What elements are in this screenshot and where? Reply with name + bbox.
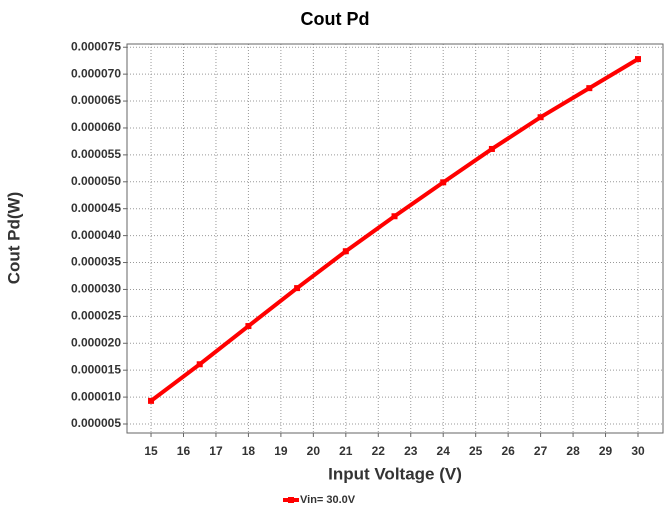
y-tick-label: 0.000075	[71, 39, 121, 53]
x-axis-label: Input Voltage (V)	[328, 464, 462, 483]
y-tick-label: 0.000055	[71, 147, 121, 161]
y-axis-label: Cout Pd(W)	[4, 192, 23, 285]
y-tick-label: 0.000015	[71, 362, 121, 376]
legend-label: Vin= 30.0V	[300, 494, 356, 506]
data-point	[196, 361, 203, 368]
data-point	[245, 323, 252, 330]
x-tick-label: 26	[501, 444, 515, 458]
x-tick-label: 15	[144, 444, 158, 458]
x-tick-label: 17	[209, 444, 223, 458]
y-tick-label: 0.000005	[71, 416, 121, 430]
x-tick-label: 19	[274, 444, 288, 458]
y-tick-label: 0.000050	[71, 174, 121, 188]
x-tick-label: 25	[469, 444, 483, 458]
x-tick-label: 23	[404, 444, 418, 458]
data-point	[440, 179, 447, 186]
x-tick-label: 18	[242, 444, 256, 458]
series-line	[149, 57, 640, 403]
y-tick-label: 0.000040	[71, 228, 121, 242]
x-tick-label: 28	[566, 444, 580, 458]
y-tick-label: 0.000030	[71, 282, 121, 296]
x-tick-label: 27	[534, 444, 548, 458]
data-point	[537, 114, 544, 121]
x-tick-label: 29	[599, 444, 613, 458]
x-tick-label: 20	[307, 444, 321, 458]
data-point	[586, 85, 593, 92]
y-tick-label: 0.000010	[71, 389, 121, 403]
x-tick-label: 22	[372, 444, 386, 458]
data-point	[294, 285, 301, 292]
data-point	[391, 213, 398, 220]
y-tick-label: 0.000035	[71, 255, 121, 269]
plot-frame	[126, 43, 664, 434]
x-tick-label: 21	[339, 444, 353, 458]
y-tick-label: 0.000070	[71, 66, 121, 80]
data-point	[148, 397, 155, 404]
data-point	[342, 248, 349, 255]
data-point	[488, 145, 495, 152]
y-tick-label: 0.000045	[71, 201, 121, 215]
y-tick-label: 0.000065	[71, 93, 121, 107]
legend-swatch	[288, 497, 294, 503]
y-tick-label: 0.000060	[71, 120, 121, 134]
y-tick-label: 0.000020	[71, 335, 121, 349]
data-point	[635, 56, 642, 63]
x-tick-label: 24	[437, 444, 451, 458]
x-tick-label: 16	[177, 444, 191, 458]
chart-title: Cout Pd	[301, 9, 370, 29]
y-tick-label: 0.000025	[71, 309, 121, 323]
x-tick-label: 30	[631, 444, 645, 458]
